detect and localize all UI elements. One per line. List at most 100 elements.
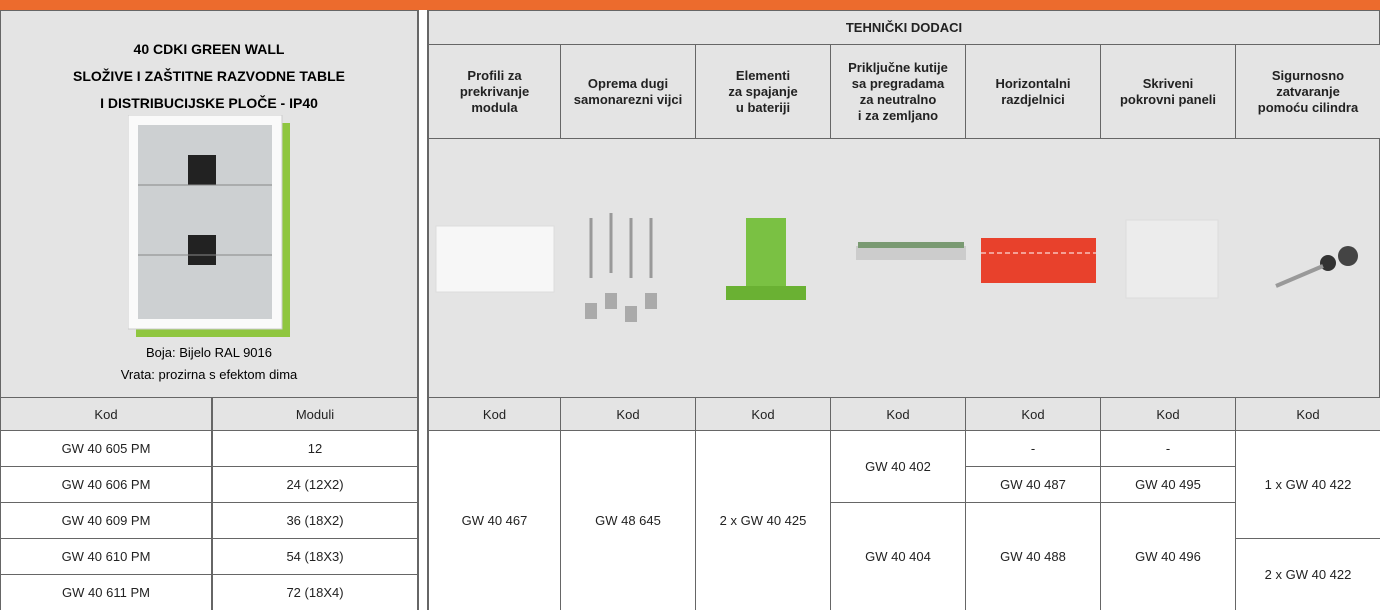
table-cell: 2 x GW 40 422 xyxy=(1235,538,1380,610)
cell-text: 1 x GW 40 422 xyxy=(1264,477,1352,492)
product-image xyxy=(128,115,290,337)
cell-text: GW 40 609 PM xyxy=(61,513,151,528)
header-line: pokrovni paneli xyxy=(1119,91,1217,107)
header-line: zatvaranje xyxy=(1276,83,1340,99)
header-line: Priključne kutije xyxy=(848,59,948,75)
column-header: Elementi za spajanje u bateriji xyxy=(695,44,831,139)
column-header: Kod xyxy=(560,397,696,431)
top-bar xyxy=(0,0,1380,10)
cell-text: GW 40 610 PM xyxy=(61,549,151,564)
cell-text: GW 40 488 xyxy=(1000,549,1066,564)
cell-text: GW 40 495 xyxy=(1135,477,1201,492)
table-cell: GW 40 496 xyxy=(1100,502,1236,610)
cell-text: GW 40 467 xyxy=(461,513,528,528)
left-title: 40 CDKI GREEN WALL SLOŽIVE I ZAŠTITNE RAZ… xyxy=(0,36,418,117)
image-row xyxy=(428,138,1380,398)
table-cell: - xyxy=(965,430,1101,467)
cell-text: GW 40 496 xyxy=(1135,549,1201,564)
column-label: Kod xyxy=(751,406,775,422)
header-line: za neutralno xyxy=(859,91,937,107)
accessory-images xyxy=(435,213,1358,322)
header-line: i za zemljano xyxy=(857,107,939,123)
column-header: Sigurnosno zatvaranje pomoću cilindra xyxy=(1235,44,1380,139)
table-cell: 2 x GW 40 425 xyxy=(695,430,831,610)
table-cell: GW 40 402 xyxy=(830,430,966,503)
cell-text: 54 (18X3) xyxy=(286,549,344,564)
column-header: Kod xyxy=(1100,397,1236,431)
header-line: razdjelnici xyxy=(1001,91,1065,107)
cell-text: GW 40 404 xyxy=(865,549,931,564)
table-cell: GW 40 606 PM xyxy=(0,466,212,503)
header-line: modula xyxy=(471,99,518,115)
table-cell: GW 40 611 PM xyxy=(0,574,212,610)
title-line: 40 CDKI GREEN WALL xyxy=(133,41,285,57)
table-cell: 1 x GW 40 422 xyxy=(1235,430,1380,539)
cell-text: 2 x GW 40 422 xyxy=(1264,567,1352,582)
column-label: Kod xyxy=(886,406,910,422)
column-header: Kod xyxy=(0,397,212,431)
column-header: Kod xyxy=(830,397,966,431)
header-line: u bateriji xyxy=(735,99,791,115)
column-header: Kod xyxy=(695,397,831,431)
column-header: Priključne kutije sa pregradama za neutral… xyxy=(830,44,966,139)
table-cell: GW 40 488 xyxy=(965,502,1101,610)
header-line: Skriveni xyxy=(1142,75,1194,91)
cell-text: 24 (12X2) xyxy=(286,477,344,492)
column-label: Kod xyxy=(616,406,640,422)
table-cell: GW 40 404 xyxy=(830,502,966,610)
cell-text: GW 40 606 PM xyxy=(61,477,151,492)
column-label: Kod xyxy=(1156,406,1180,422)
header-line: Sigurnosno xyxy=(1271,67,1345,83)
caption-line: Boja: Bijelo RAL 9016 xyxy=(146,345,272,360)
column-label: Kod xyxy=(94,406,118,422)
title-line: I DISTRIBUCIJSKE PLOČE - IP40 xyxy=(100,95,318,111)
cell-text: 2 x GW 40 425 xyxy=(719,513,807,528)
table-cell: GW 40 610 PM xyxy=(0,538,212,575)
column-header: Oprema dugi samonarezni vijci xyxy=(560,44,696,139)
column-header: Kod xyxy=(965,397,1101,431)
header-line: sa pregradama xyxy=(851,75,945,91)
table-cell: 72 (18X4) xyxy=(212,574,418,610)
table-cell: GW 48 645 xyxy=(560,430,696,610)
divider xyxy=(418,10,428,610)
cell-text: GW 40 487 xyxy=(1000,477,1066,492)
column-label: Moduli xyxy=(295,406,335,422)
table-cell: GW 40 495 xyxy=(1100,466,1236,503)
column-label: Kod xyxy=(482,406,507,422)
header-line: Oprema dugi xyxy=(587,75,669,91)
header-line: pomoću cilindra xyxy=(1257,99,1359,115)
cell-text: GW 40 402 xyxy=(865,459,931,474)
caption-line: Vrata: prozirna s efektom dima xyxy=(120,367,298,382)
table-cell: GW 40 487 xyxy=(965,466,1101,503)
header-line: Horizontalni xyxy=(995,75,1071,91)
header-line: prekrivanje xyxy=(459,83,530,99)
column-label: Kod xyxy=(1296,406,1320,422)
table-cell: 12 xyxy=(212,430,418,467)
cell-text: 12 xyxy=(307,441,323,456)
cell-text: GW 40 605 PM xyxy=(61,441,151,456)
title-line: SLOŽIVE I ZAŠTITNE RAZVODNE TABLE xyxy=(73,68,345,84)
column-header: Skriveni pokrovni paneli xyxy=(1100,44,1236,139)
cell-text: 36 (18X2) xyxy=(286,513,344,528)
column-header: Kod xyxy=(428,397,561,431)
cell-text: - xyxy=(1165,441,1171,456)
table-cell: GW 40 609 PM xyxy=(0,502,212,539)
header-line: Profili za xyxy=(467,67,522,83)
table-cell: 36 (18X2) xyxy=(212,502,418,539)
cell-text: 72 (18X4) xyxy=(286,585,344,600)
table-cell: 24 (12X2) xyxy=(212,466,418,503)
cell-text: - xyxy=(1030,441,1036,456)
header-line: Elementi xyxy=(735,67,791,83)
table-cell: 54 (18X3) xyxy=(212,538,418,575)
column-header: Moduli xyxy=(212,397,418,431)
column-label: Kod xyxy=(1021,406,1045,422)
table-cell: GW 40 467 xyxy=(428,430,561,610)
column-header: Kod xyxy=(1235,397,1380,431)
cell-text: GW 48 645 xyxy=(595,513,661,528)
right-title: TEHNIČKI DODACI xyxy=(428,10,1380,45)
table-cell: - xyxy=(1100,430,1236,467)
header-line: samonarezni vijci xyxy=(573,91,683,107)
column-header: Horizontalni razdjelnici xyxy=(965,44,1101,139)
header-line: za spajanje xyxy=(728,83,798,99)
